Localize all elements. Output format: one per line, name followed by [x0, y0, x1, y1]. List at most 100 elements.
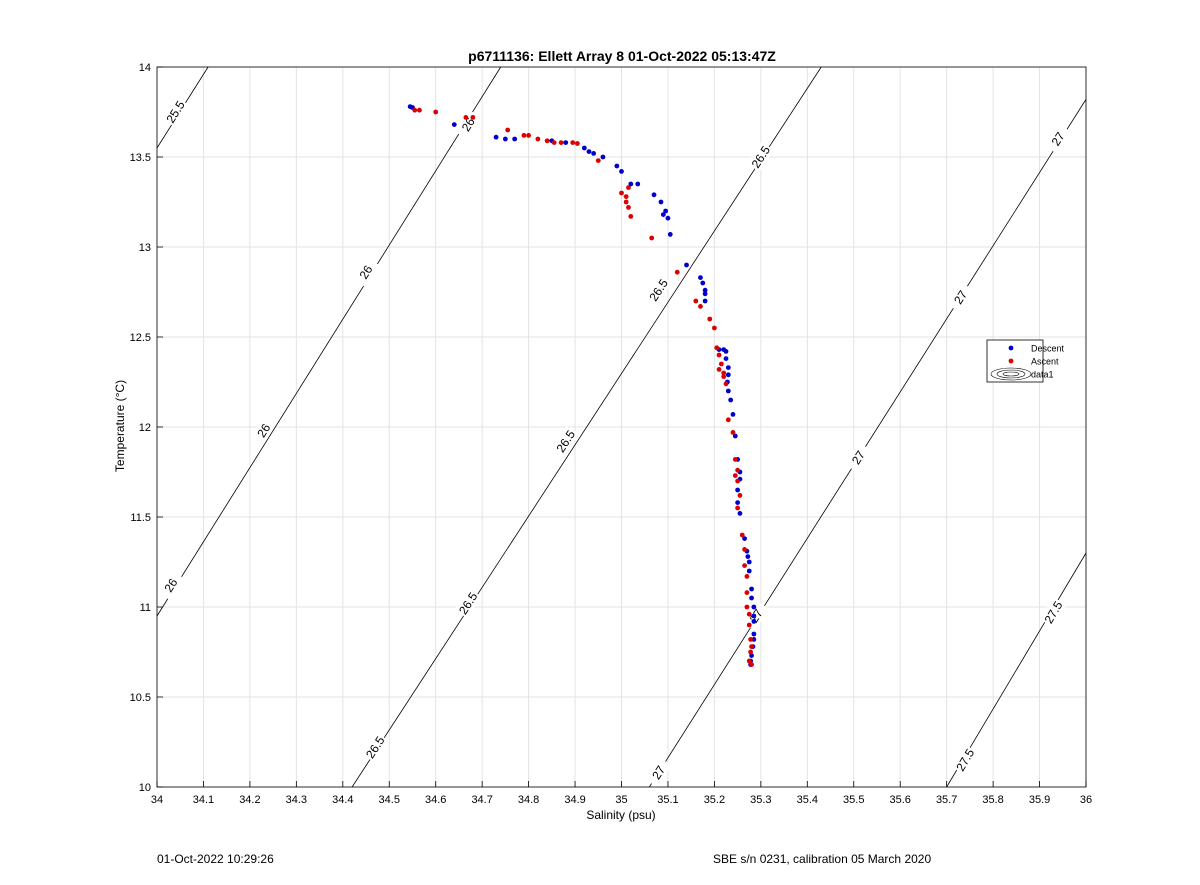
- legend-box: [986, 339, 1044, 383]
- label-background: [644, 757, 672, 788]
- descent-point: [751, 613, 757, 619]
- label-background: [361, 732, 389, 763]
- isopycnal-label: 26.5: [454, 588, 482, 619]
- ascent-point: [732, 457, 738, 462]
- label-background: [352, 256, 379, 287]
- descent-point: [663, 208, 669, 214]
- ascent-point: [723, 381, 729, 387]
- y-tick-label: 12: [139, 422, 151, 434]
- label-background: [157, 570, 184, 601]
- ascent-point: [746, 611, 752, 617]
- descent-point: [751, 619, 757, 624]
- ascent-point: [628, 214, 634, 219]
- ascent-point: [535, 136, 541, 142]
- ascent-point: [730, 430, 736, 435]
- y-tick-label: 10.5: [130, 692, 151, 704]
- x-tick-label: 35.2: [704, 794, 725, 806]
- label-background: [644, 274, 672, 305]
- ascent-point: [626, 185, 631, 191]
- descent-point: [751, 604, 757, 610]
- ascent-point: [595, 158, 601, 164]
- ascent-point: [721, 374, 727, 379]
- ascent-point: [744, 604, 750, 610]
- ascent-point: [714, 345, 720, 351]
- descent-point: [684, 262, 689, 268]
- ascent-point: [732, 473, 738, 478]
- ascent-point: [749, 644, 754, 649]
- descent-point: [723, 356, 729, 361]
- descent-point: [700, 280, 706, 286]
- descent-point: [586, 149, 592, 155]
- ascent-point: [698, 304, 703, 309]
- isopycnal-label: 27: [644, 757, 672, 788]
- label-background: [747, 141, 774, 172]
- descent-point: [730, 412, 736, 417]
- y-tick-label: 10: [139, 782, 151, 794]
- ascent-point: [470, 115, 476, 120]
- ascent-point: [735, 467, 741, 473]
- x-tick-label: 35.1: [657, 794, 678, 806]
- x-tick-label: 34.2: [239, 794, 260, 806]
- y-tick-label: 13: [139, 242, 151, 254]
- x-tick-label: 34.6: [425, 794, 446, 806]
- x-tick-label: 35.6: [889, 794, 910, 806]
- x-axis-label: Salinity (psu): [586, 808, 655, 822]
- ascent-point: [544, 138, 550, 144]
- y-tick-label: 11.5: [130, 512, 151, 524]
- x-tick-label: 34.7: [471, 794, 492, 806]
- x-tick-label: 35.7: [936, 794, 957, 806]
- isopycnal-line: [156, 66, 502, 617]
- ascent-point: [433, 109, 439, 115]
- descent-point: [665, 215, 671, 221]
- ascent-point: [574, 141, 580, 146]
- ascent-point: [463, 115, 469, 120]
- isopycnal-label: 27.5: [1039, 597, 1067, 628]
- legend-label: Ascent: [1031, 357, 1059, 367]
- descent-point: [619, 169, 624, 174]
- descent-point: [502, 136, 508, 142]
- legend-label: data1: [1031, 370, 1054, 380]
- ascent-point: [707, 316, 713, 322]
- legend-contour-icon: [996, 369, 1026, 379]
- ascent-point: [721, 370, 727, 376]
- ascent-point: [737, 493, 743, 498]
- label-background: [161, 96, 189, 127]
- descent-point: [745, 554, 751, 559]
- x-tick-label: 34.9: [564, 794, 585, 806]
- timestamp-footer: 01-Oct-2022 10:29:26: [157, 852, 274, 866]
- descent-point: [749, 586, 754, 592]
- ascent-point: [735, 505, 741, 511]
- ascent-point: [623, 199, 629, 205]
- chart-title: p6711136: Ellett Array 8 01-Oct-2022 05:…: [468, 48, 776, 64]
- isopycnal-label: 26.5: [361, 732, 389, 763]
- grid: [156, 66, 1087, 788]
- ascent-point: [551, 140, 557, 146]
- descent-point: [698, 275, 703, 280]
- label-background: [951, 744, 978, 775]
- isopycnal-label: 27.5: [951, 744, 978, 775]
- x-tick-label: 35: [615, 794, 627, 806]
- y-tick-label: 12.5: [130, 332, 151, 344]
- ascent-point: [526, 133, 531, 138]
- ascent-point: [626, 205, 631, 210]
- ascent-point: [746, 658, 752, 664]
- isopycnal-contours: 25.52626262626.526.526.526.526.527272727…: [156, 66, 1087, 788]
- x-tick-label: 35.9: [1029, 794, 1050, 806]
- isopycnal-label: 25.5: [161, 96, 189, 127]
- x-tick-label: 34.8: [518, 794, 539, 806]
- descent-point: [725, 372, 731, 378]
- ascent-point: [718, 361, 724, 367]
- x-tick-label: 35.5: [843, 794, 864, 806]
- legend-contour-icon: [990, 367, 1032, 381]
- ascent-point: [748, 637, 754, 642]
- descent-point: [635, 181, 641, 187]
- x-tick-label: 35.3: [750, 794, 771, 806]
- y-tick-label: 11: [140, 602, 151, 614]
- x-tick-label: 35.8: [982, 794, 1003, 806]
- descent-point: [735, 500, 741, 505]
- x-tick-label: 34.4: [332, 794, 353, 806]
- ascent-point: [744, 574, 750, 579]
- ascent-point: [725, 417, 731, 423]
- calibration-footer: SBE s/n 0231, calibration 05 March 2020: [713, 852, 932, 866]
